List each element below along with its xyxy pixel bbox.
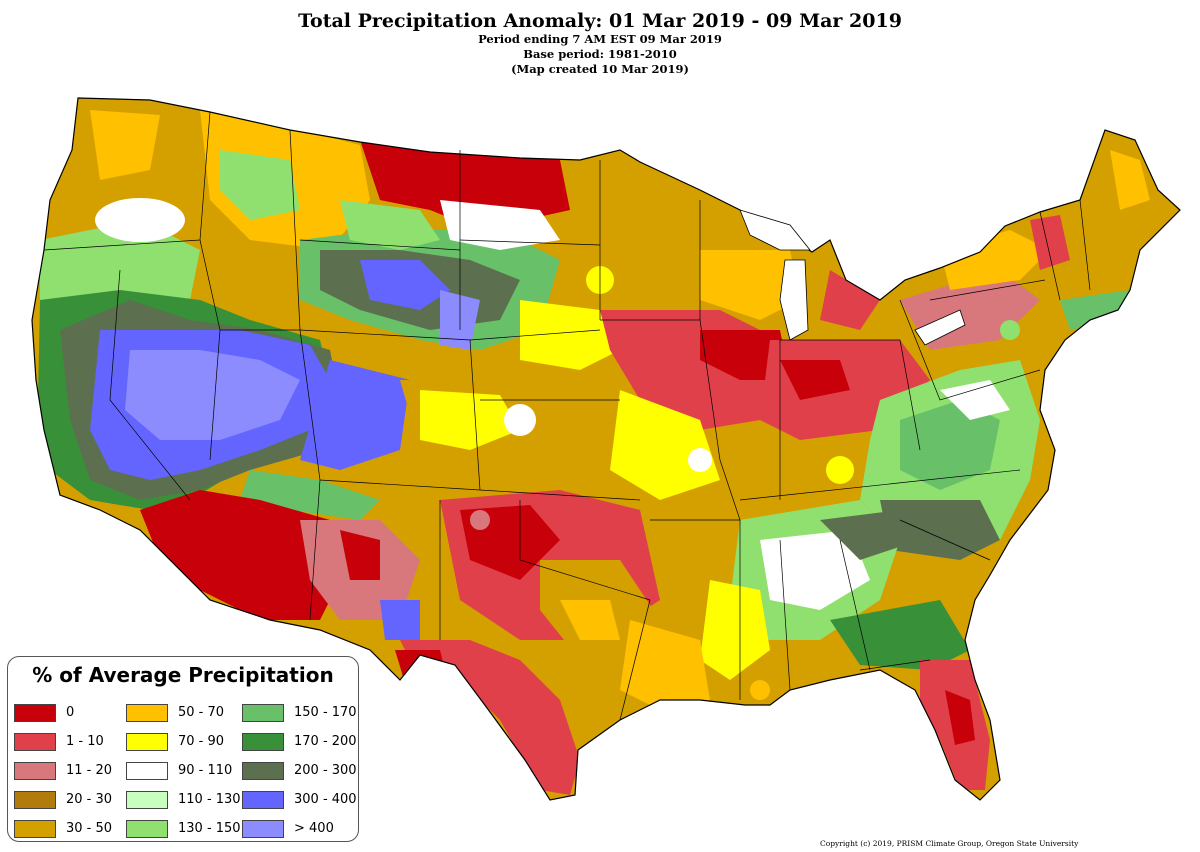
lake-superior [739, 209, 811, 251]
legend-label: > 400 [294, 821, 334, 836]
state-borders [43, 111, 1091, 721]
legend-swatch [14, 733, 56, 751]
legend-label: 20 - 30 [66, 792, 113, 807]
map-created-text: (Map created 10 Mar 2019) [511, 62, 689, 76]
legend-swatch [242, 820, 284, 838]
legend-title: % of Average Precipitation [32, 663, 334, 687]
legend-label: 150 - 170 [294, 705, 357, 720]
legend-label: 130 - 150 [178, 821, 241, 836]
legend: % of Average Precipitation 0 1 - 10 11 -… [7, 656, 359, 842]
legend-label: 30 - 50 [66, 821, 113, 836]
legend-label: 90 - 110 [178, 763, 233, 778]
legend-swatch [242, 791, 284, 809]
legend-swatch [14, 762, 56, 780]
lake-erie [914, 309, 966, 346]
legend-label: 70 - 90 [178, 734, 225, 749]
legend-swatch [242, 704, 284, 722]
legend-label: 1 - 10 [66, 734, 104, 749]
base-period-text: Base period: 1981-2010 [523, 47, 677, 61]
legend-swatch [242, 733, 284, 751]
legend-label: 0 [66, 705, 75, 720]
legend-label: 50 - 70 [178, 705, 225, 720]
lake-michigan [779, 259, 809, 341]
legend-swatch [14, 704, 56, 722]
period-ending-text: Period ending 7 AM EST 09 Mar 2019 [478, 32, 722, 46]
legend-swatch [242, 762, 284, 780]
map-title: Total Precipitation Anomaly: 01 Mar 2019… [298, 10, 902, 32]
legend-swatch [126, 791, 168, 809]
legend-swatch [126, 733, 168, 751]
legend-swatch [14, 820, 56, 838]
legend-swatch [14, 791, 56, 809]
legend-label: 110 - 130 [178, 792, 241, 807]
legend-label: 170 - 200 [294, 734, 357, 749]
legend-label: 11 - 20 [66, 763, 113, 778]
legend-label: 300 - 400 [294, 792, 357, 807]
map-header: Total Precipitation Anomaly: 01 Mar 2019… [0, 10, 1200, 77]
legend-swatch [126, 820, 168, 838]
legend-swatch [126, 762, 168, 780]
copyright-text: Copyright (c) 2019, PRISM Climate Group,… [820, 839, 1079, 848]
legend-swatch [126, 704, 168, 722]
legend-label: 200 - 300 [294, 763, 357, 778]
